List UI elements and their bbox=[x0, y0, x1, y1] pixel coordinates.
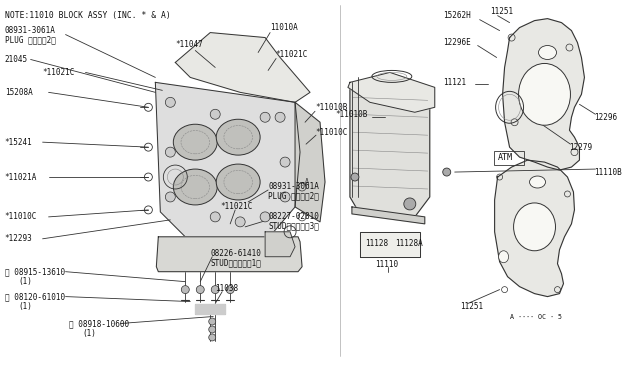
Text: (1): (1) bbox=[83, 329, 97, 338]
Ellipse shape bbox=[538, 45, 557, 60]
Text: 11251: 11251 bbox=[490, 7, 513, 16]
Polygon shape bbox=[156, 237, 302, 272]
Ellipse shape bbox=[513, 203, 556, 251]
Polygon shape bbox=[156, 82, 300, 252]
Text: 11128: 11128 bbox=[365, 239, 388, 248]
Text: 11010A: 11010A bbox=[270, 23, 298, 32]
Text: *11010B: *11010B bbox=[335, 110, 367, 119]
Text: STUDスタッド（1）: STUDスタッド（1） bbox=[210, 258, 261, 267]
Circle shape bbox=[280, 157, 290, 167]
Circle shape bbox=[211, 286, 220, 294]
Text: ⓝ 08918-10600: ⓝ 08918-10600 bbox=[68, 319, 129, 328]
Circle shape bbox=[165, 192, 175, 202]
Circle shape bbox=[235, 217, 245, 227]
Polygon shape bbox=[175, 33, 310, 102]
Text: *11010B: *11010B bbox=[315, 103, 348, 112]
Polygon shape bbox=[195, 304, 225, 314]
Text: *11021C: *11021C bbox=[275, 50, 307, 59]
Text: PLUG プラグ（2）: PLUG プラグ（2） bbox=[268, 192, 319, 201]
Ellipse shape bbox=[173, 169, 217, 205]
Circle shape bbox=[280, 192, 290, 202]
Polygon shape bbox=[495, 160, 575, 296]
Circle shape bbox=[226, 286, 234, 294]
Circle shape bbox=[260, 212, 270, 222]
Circle shape bbox=[404, 198, 416, 210]
Text: 08227-02810: 08227-02810 bbox=[268, 212, 319, 221]
Text: 12296: 12296 bbox=[595, 113, 618, 122]
Text: (1): (1) bbox=[19, 302, 33, 311]
Polygon shape bbox=[350, 82, 430, 217]
Circle shape bbox=[210, 109, 220, 119]
Text: 15262H: 15262H bbox=[443, 11, 470, 20]
Polygon shape bbox=[352, 207, 425, 224]
Circle shape bbox=[209, 334, 216, 341]
Ellipse shape bbox=[529, 176, 545, 188]
Text: *11047: *11047 bbox=[175, 40, 203, 49]
Circle shape bbox=[165, 97, 175, 107]
Text: ⓘ 08915-13610: ⓘ 08915-13610 bbox=[4, 267, 65, 276]
Text: ATM: ATM bbox=[498, 153, 513, 161]
Polygon shape bbox=[360, 232, 420, 257]
Text: 12279: 12279 bbox=[570, 142, 593, 152]
Circle shape bbox=[443, 168, 451, 176]
Polygon shape bbox=[265, 232, 295, 257]
Text: 11128A: 11128A bbox=[395, 239, 422, 248]
Text: *15241: *15241 bbox=[4, 138, 33, 147]
Text: 11251: 11251 bbox=[460, 302, 483, 311]
Circle shape bbox=[196, 286, 204, 294]
Circle shape bbox=[275, 112, 285, 122]
Text: *11021C: *11021C bbox=[43, 68, 75, 77]
Text: *11021A: *11021A bbox=[4, 173, 37, 182]
Text: *12293: *12293 bbox=[4, 234, 33, 243]
Text: 12296E: 12296E bbox=[443, 38, 470, 47]
Polygon shape bbox=[502, 19, 584, 170]
Text: A ···· OC · 5: A ···· OC · 5 bbox=[509, 314, 561, 320]
Circle shape bbox=[209, 318, 216, 325]
Text: *11021C: *11021C bbox=[220, 202, 253, 211]
Circle shape bbox=[210, 212, 220, 222]
Circle shape bbox=[209, 326, 216, 333]
Text: 11121: 11121 bbox=[443, 78, 466, 87]
Text: 21045: 21045 bbox=[4, 55, 28, 64]
Polygon shape bbox=[295, 102, 325, 222]
Text: 11038: 11038 bbox=[215, 284, 238, 293]
Circle shape bbox=[260, 112, 270, 122]
Circle shape bbox=[351, 173, 359, 181]
Text: 11110: 11110 bbox=[375, 260, 398, 269]
Text: *11010C: *11010C bbox=[315, 128, 348, 137]
Text: *11010C: *11010C bbox=[4, 212, 37, 221]
Text: PLUG プラグ（2）: PLUG プラグ（2） bbox=[4, 35, 56, 44]
Ellipse shape bbox=[173, 124, 217, 160]
Text: (1): (1) bbox=[19, 277, 33, 286]
Text: 08931-3061A: 08931-3061A bbox=[4, 26, 56, 35]
Text: 08931-3061A: 08931-3061A bbox=[268, 183, 319, 192]
Text: NOTE:11010 BLOCK ASSY (INC. * & A): NOTE:11010 BLOCK ASSY (INC. * & A) bbox=[4, 11, 170, 20]
Text: Ⓑ 08120-61010: Ⓑ 08120-61010 bbox=[4, 292, 65, 301]
Polygon shape bbox=[348, 73, 435, 112]
Ellipse shape bbox=[216, 164, 260, 200]
Text: —A: —A bbox=[300, 177, 309, 186]
Text: 15208A: 15208A bbox=[4, 88, 33, 97]
Ellipse shape bbox=[518, 64, 570, 125]
Ellipse shape bbox=[499, 251, 509, 263]
Text: 11110B: 11110B bbox=[595, 167, 622, 177]
Circle shape bbox=[165, 147, 175, 157]
Text: STUDスタッド（3）: STUDスタッド（3） bbox=[268, 221, 319, 230]
Text: 08226-61410: 08226-61410 bbox=[210, 249, 261, 258]
Circle shape bbox=[181, 286, 189, 294]
Ellipse shape bbox=[216, 119, 260, 155]
